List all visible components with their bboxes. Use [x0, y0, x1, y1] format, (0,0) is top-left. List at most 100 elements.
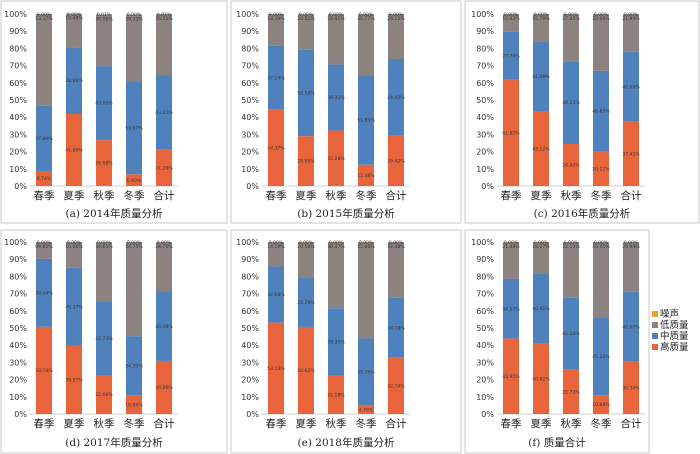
bar-segment-zhong [96, 301, 112, 376]
data-label-gao: 32.74% [387, 383, 405, 389]
y-tick-label: 60% [9, 79, 27, 88]
bar-segment-zhong [563, 297, 579, 370]
chart-panel: 0% 10% 20% 30% 40% 50% 60% 70% 80% 90% 100% 43.95% 3… [464, 229, 650, 454]
y-tick-label: 30% [241, 358, 259, 367]
data-label-di: 35.55% [155, 16, 173, 22]
panel-caption: (a) 2014年质量分析 [65, 207, 163, 220]
bar-segment-gao [36, 170, 52, 186]
bar-segment-di [126, 14, 142, 82]
bar-segment-di [328, 14, 344, 65]
y-tick-label: 40% [9, 113, 27, 122]
x-tick-label: 春季 [501, 190, 522, 202]
bar-segment-di [298, 14, 314, 50]
legend-swatch-di [652, 322, 658, 328]
bar-segment-di [563, 242, 579, 298]
data-label-zhong: 27.76% [502, 53, 520, 59]
bar-segment-zhong [593, 70, 609, 152]
y-tick-label: 20% [476, 148, 494, 157]
data-label-noise: 0.01% [157, 12, 172, 18]
data-label-zhong: 34.39% [125, 363, 143, 369]
bar-segment-di [36, 14, 52, 106]
bar-segment-zhong [96, 66, 112, 141]
x-tick-label: 秋季 [326, 189, 347, 202]
data-label-gao: 20.11% [592, 166, 610, 172]
data-label-zhong: 34.57% [502, 306, 520, 312]
bar-segment-di [96, 242, 112, 302]
bar-segment-zhong [623, 291, 639, 362]
x-tick-label: 春季 [266, 418, 287, 430]
data-label-di: 33.06% [592, 16, 610, 22]
bar-segment-zhong [268, 266, 284, 323]
legend-label-di: 低质量 [660, 319, 689, 331]
panel-frame [0, 0, 228, 224]
x-tick-label: 春季 [266, 190, 287, 202]
bar-segment-gao [126, 395, 142, 414]
x-tick-label: 冬季 [356, 189, 377, 202]
chart-panel: 0% 10% 20% 30% 40% 50% 60% 70% 80% 90% 100% 61.82% 2… [464, 0, 700, 224]
data-label-noise: 0.00% [504, 12, 519, 18]
data-label-di: 21.48% [502, 244, 520, 250]
y-tick-label: 10% [476, 393, 494, 402]
data-label-noise: 0.00% [389, 12, 404, 18]
x-tick-label: 春季 [34, 190, 55, 202]
y-tick-label: 70% [9, 290, 27, 299]
bar-segment-gao [593, 395, 609, 414]
x-tick-label: 合计 [154, 417, 175, 430]
data-label-zhong: 44.43% [387, 95, 405, 101]
x-tick-label: 合计 [154, 189, 175, 202]
data-label-zhong: 39.35% [327, 340, 345, 346]
bar-segment-di [388, 14, 404, 59]
bar-segment-di [533, 14, 549, 42]
chart-panel: 0% 10% 20% 30% 40% 50% 60% 70% 80% 90% 100% 8.74% 37… [0, 0, 228, 224]
data-label-di: 54.75% [125, 244, 143, 250]
y-tick-label: 70% [241, 290, 259, 299]
x-tick-label: 春季 [501, 418, 522, 430]
bar-segment-di [593, 242, 609, 318]
y-tick-label: 100% [471, 10, 494, 19]
bar-segment-gao [623, 361, 639, 414]
bar-segment-zhong [358, 75, 374, 165]
y-tick-label: 10% [9, 165, 27, 174]
data-label-zhong: 46.83% [592, 109, 610, 115]
data-label-gao: 30.34% [622, 386, 640, 392]
x-tick-label: 秋季 [561, 417, 582, 430]
data-label-gao: 50.74% [35, 368, 53, 374]
chart-panel: 0% 10% 20% 30% 40% 50% 60% 70% 80% 90% 100% 50.74% 3… [0, 229, 228, 454]
bar-segment-gao [533, 111, 549, 186]
bar-segment-zhong [66, 267, 82, 346]
data-label-gao: 50.62% [297, 368, 315, 374]
y-tick-label: 80% [241, 272, 259, 281]
data-label-zhong: 45.20% [592, 354, 610, 360]
y-tick-label: 80% [476, 272, 494, 281]
data-label-gao: 8.74% [37, 176, 52, 182]
data-label-gao: 12.38% [357, 173, 375, 179]
data-label-di: 21.90% [622, 16, 640, 22]
data-label-di: 26.15% [387, 16, 405, 22]
bar-segment-gao [96, 140, 112, 186]
y-tick-label: 70% [476, 62, 494, 71]
x-tick-label: 夏季 [296, 190, 317, 202]
y-tick-label: 40% [476, 341, 494, 350]
data-label-noise: 0.00% [329, 12, 344, 18]
data-label-zhong: 32.68% [267, 292, 285, 298]
bar-segment-gao [328, 130, 344, 186]
panel-frame [230, 229, 462, 454]
bar-segment-gao [563, 143, 579, 186]
data-label-zhong: 43.05% [95, 101, 113, 107]
data-label-gao: 29.42% [387, 158, 405, 164]
bar-segment-di [268, 14, 284, 46]
data-label-gao: 30.86% [155, 385, 173, 391]
bar-segment-di [66, 13, 82, 48]
data-label-gao: 10.86% [125, 402, 143, 408]
data-label-di: 09.82% [35, 244, 53, 250]
bar-segment-zhong [593, 317, 609, 396]
x-tick-label: 秋季 [326, 417, 347, 430]
y-tick-label: 80% [9, 44, 27, 53]
data-label-zhong: 51.85% [357, 118, 375, 124]
data-label-zhong: 40.91% [532, 306, 550, 312]
bar-segment-gao [126, 174, 142, 186]
y-tick-label: 0% [481, 410, 494, 419]
bar-segment-di [533, 242, 549, 274]
x-tick-label: 合计 [621, 189, 642, 202]
data-label-gao: 28.95% [297, 159, 315, 165]
